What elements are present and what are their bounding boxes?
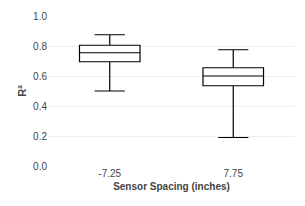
svg-text:0.0: 0.0 (33, 161, 47, 172)
svg-text:-7.25: -7.25 (98, 168, 121, 179)
svg-text:0.2: 0.2 (33, 131, 47, 142)
svg-text:0.4: 0.4 (33, 101, 47, 112)
svg-text:Sensor Spacing (inches): Sensor Spacing (inches) (113, 181, 230, 192)
svg-text:7.75: 7.75 (224, 168, 244, 179)
svg-text:0.6: 0.6 (33, 71, 47, 82)
svg-text:0.8: 0.8 (33, 41, 47, 52)
svg-text:R²: R² (16, 85, 28, 97)
svg-text:1.0: 1.0 (33, 11, 47, 22)
